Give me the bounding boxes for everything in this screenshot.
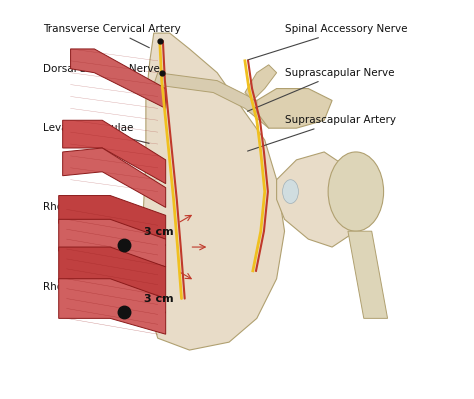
Polygon shape (59, 219, 166, 267)
Text: Suprascapular Nerve: Suprascapular Nerve (247, 68, 394, 111)
Polygon shape (277, 152, 364, 247)
Polygon shape (245, 65, 277, 101)
Text: 3 cm: 3 cm (144, 227, 173, 237)
Text: Spinal Accessory Nerve: Spinal Accessory Nerve (247, 24, 407, 60)
Polygon shape (154, 73, 277, 128)
Polygon shape (63, 148, 166, 207)
Polygon shape (59, 196, 166, 239)
Ellipse shape (328, 152, 383, 231)
Polygon shape (63, 120, 166, 184)
Polygon shape (59, 247, 166, 298)
Text: Transverse Cervical Artery: Transverse Cervical Artery (43, 24, 181, 48)
Polygon shape (59, 279, 166, 334)
Polygon shape (348, 231, 388, 318)
Polygon shape (142, 33, 284, 350)
Text: Levator Scapulae: Levator Scapulae (43, 123, 149, 143)
Polygon shape (71, 49, 166, 109)
Text: Rhomboid Major: Rhomboid Major (43, 282, 149, 292)
Ellipse shape (283, 180, 299, 203)
Polygon shape (257, 89, 332, 128)
Text: Suprascapular Artery: Suprascapular Artery (247, 115, 395, 151)
Text: 3 cm: 3 cm (144, 294, 173, 304)
Text: Rhomboid Minor: Rhomboid Minor (43, 202, 149, 215)
Text: Dorsal Scapular Nerve: Dorsal Scapular Nerve (43, 64, 160, 80)
